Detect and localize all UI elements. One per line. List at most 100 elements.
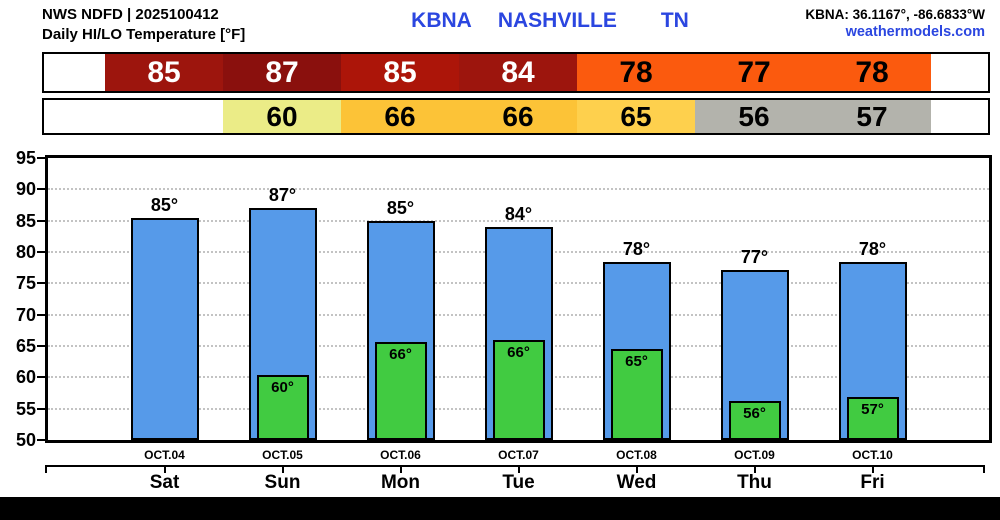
day-label: Sun (264, 472, 301, 493)
lo-bar (256, 374, 309, 440)
y-tick-mark (37, 157, 45, 159)
station-state: TN (660, 9, 689, 32)
y-tick-mark (37, 188, 45, 191)
y-tick-label: 70 (15, 304, 36, 325)
day-label: Thu (737, 472, 772, 493)
day-axis-line (45, 465, 985, 467)
lo-bar-value-label: 66° (507, 344, 530, 362)
hi-strip-cell: 84 (459, 54, 577, 91)
product-title: Daily HI/LO Temperature [°F] (42, 26, 246, 43)
hi-strip-cell: 78 (813, 54, 931, 91)
lo-strip-value: 60 (266, 101, 298, 132)
hi-strip-cell: 87 (223, 54, 341, 91)
y-tick-mark (37, 313, 45, 316)
lo-bar-value-label: 60° (271, 378, 294, 396)
hi-strip-value: 87 (265, 56, 299, 89)
lo-strip-value: 57 (856, 101, 888, 132)
hi-strip-value: 78 (619, 56, 653, 89)
station-coordinates: KBNA: 36.1167°, -86.6833°W (805, 7, 985, 22)
day-axis-tick (517, 465, 520, 473)
day-axis-tick (983, 465, 985, 473)
y-tick-label: 90 (15, 179, 36, 200)
lo-strip-cell: 57 (813, 100, 931, 133)
y-tick-label: 50 (15, 430, 36, 450)
header-left: NWS NDFD | 2025100412 Daily HI/LO Temper… (42, 5, 245, 45)
gridline (48, 219, 989, 222)
lo-strip-value: 66 (502, 101, 534, 132)
y-tick-mark (37, 439, 45, 441)
y-tick-mark (37, 251, 45, 253)
hi-bar-value-label: 84° (504, 203, 533, 224)
lo-bar-value-label: 65° (625, 352, 648, 370)
footer-bar (0, 497, 1000, 520)
day-axis-tick (871, 465, 874, 473)
site-link[interactable]: weathermodels.com (845, 24, 985, 40)
hi-strip-value: 85 (383, 56, 417, 89)
y-tick-label: 85 (15, 210, 36, 231)
hi-bar-value-label: 78° (622, 239, 651, 260)
day-label: Tue (502, 472, 535, 493)
day-axis-tick (399, 465, 402, 473)
hi-bar-value-label: 87° (268, 185, 297, 206)
plot-area: 85° 87° 60° 85° 66° 84° 66° 78° 65° 77° 56° 78° 57° (45, 155, 992, 443)
hi-bar-value-label: 85° (386, 197, 415, 218)
hi-temperature-strip: 85 87 85 84 78 77 78 (42, 52, 990, 93)
lo-bar (374, 341, 427, 440)
lo-strip-cell: 60 (223, 100, 341, 133)
hi-bar-value-label: 77° (740, 247, 769, 268)
model-run-line: NWS NDFD | 2025100412 (42, 6, 219, 23)
day-axis-tick (45, 465, 47, 473)
hi-strip-value: 78 (855, 56, 889, 89)
lo-strip-cell: 56 (695, 100, 813, 133)
hi-strip-value: 77 (737, 56, 771, 89)
lo-bar-value-label: 56° (743, 404, 766, 422)
lo-strip-value: 65 (620, 101, 652, 132)
lo-bar-value-label: 57° (861, 401, 884, 419)
lo-bar (610, 348, 663, 440)
lo-strip-value: 66 (384, 101, 416, 132)
lo-strip-cell: 65 (577, 100, 695, 133)
day-label: Wed (616, 472, 657, 493)
day-axis-tick (635, 465, 638, 473)
y-tick-label: 75 (15, 273, 36, 294)
hi-bar-value-label: 85° (150, 195, 179, 216)
y-tick-label: 55 (15, 398, 36, 419)
lo-bar-value-label: 66° (389, 345, 412, 363)
y-tick-label: 80 (15, 242, 36, 262)
y-tick-label: 60 (15, 367, 36, 388)
station-title: KBNA NASHVILLE TN (300, 9, 800, 33)
lo-strip-cell: 66 (459, 100, 577, 133)
hi-strip-value: 84 (501, 56, 535, 89)
hi-strip-cell: 77 (695, 54, 813, 91)
lo-bar (492, 340, 545, 440)
lo-temperature-strip: 60 66 66 65 56 57 (42, 98, 990, 135)
hi-strip-cell: 85 (341, 54, 459, 91)
hi-bar (130, 218, 199, 440)
lo-bar (846, 397, 899, 440)
lo-bar (728, 400, 781, 440)
date-label: OCT.06 (380, 448, 421, 462)
date-label: OCT.05 (262, 448, 303, 462)
hi-strip-cell: 78 (577, 54, 695, 91)
hi-strip-cell: 85 (105, 54, 223, 91)
lo-strip-cell: 66 (341, 100, 459, 133)
date-label: OCT.07 (498, 448, 539, 462)
hi-strip-value: 85 (147, 56, 181, 89)
station-city: NASHVILLE (497, 9, 617, 32)
y-tick-mark (37, 282, 45, 285)
y-tick-mark (37, 219, 45, 222)
hi-bar-value-label: 78° (858, 239, 887, 260)
day-axis-tick (281, 465, 284, 473)
date-label: OCT.08 (616, 448, 657, 462)
day-label: Fri (860, 472, 885, 493)
y-tick-mark (37, 407, 45, 410)
gridline (48, 188, 989, 191)
day-label: Sat (149, 472, 180, 493)
date-label: OCT.10 (852, 448, 893, 462)
y-tick-label: 65 (15, 336, 36, 356)
date-label: OCT.09 (734, 448, 775, 462)
y-tick-label: 95 (15, 148, 36, 168)
y-tick-mark (37, 345, 45, 347)
day-label: Mon (380, 472, 421, 493)
